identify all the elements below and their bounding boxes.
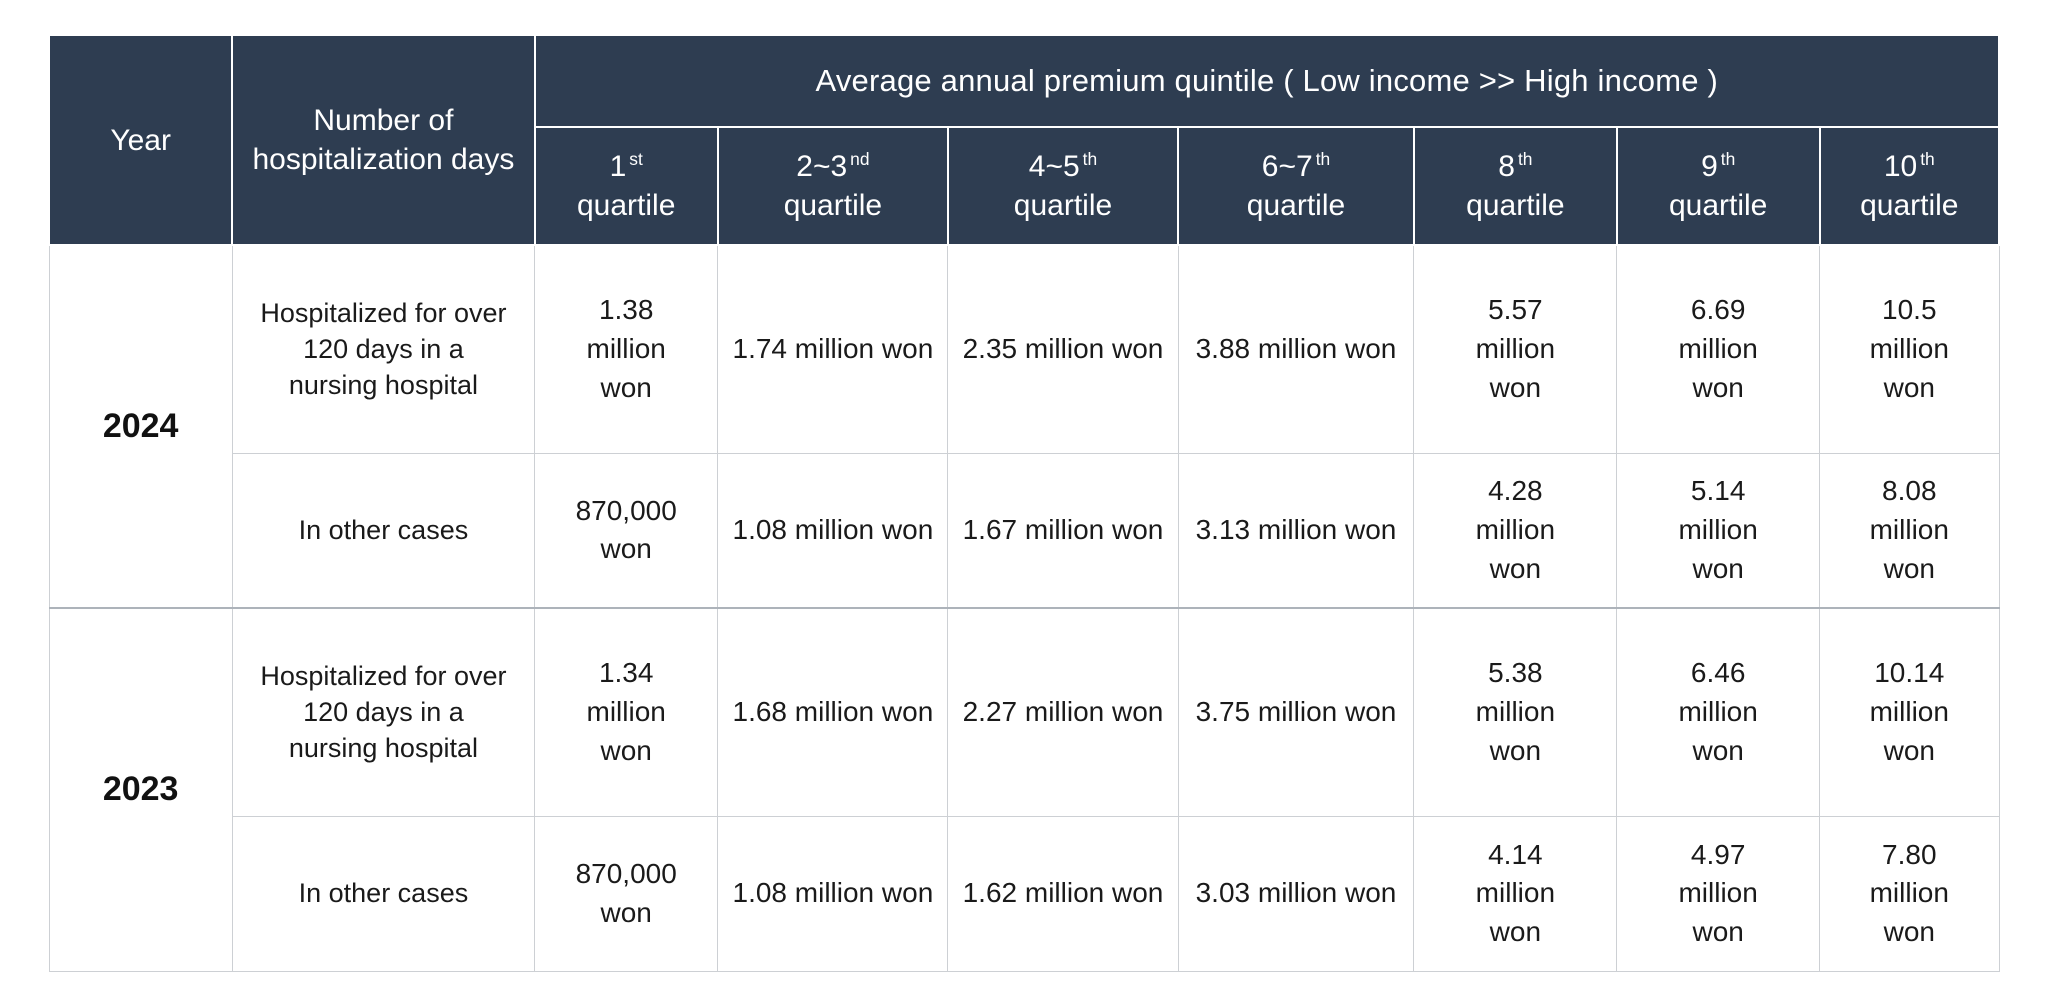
quartile-number: 6~7 th <box>1261 149 1331 183</box>
premium-cell: 1.62 million won <box>947 815 1179 972</box>
year-column-header: Year <box>47 34 234 246</box>
year-cell-2024: 2024 <box>48 244 233 609</box>
quintile-title: Average annual premium quintile ( Low in… <box>533 34 2001 128</box>
table-row: 2024 Hospitalized for over 120 days in a… <box>48 244 2000 609</box>
premium-cell: 4.28 million won <box>1413 452 1618 609</box>
table-header: Year Number of hospitalization days Aver… <box>47 34 2001 246</box>
premium-cell: 3.88 million won <box>1177 244 1415 454</box>
row-label: In other cases <box>231 452 536 609</box>
premium-cell: 10.5 million won <box>1819 244 2000 454</box>
quartile-word: quartile <box>1860 189 1959 222</box>
premium-cell: 4.97 million won <box>1616 815 1821 972</box>
premium-cell: 1.34 million won <box>534 607 719 817</box>
premium-cell: 1.08 million won <box>717 815 949 972</box>
premium-table: Year Number of hospitalization days Aver… <box>47 34 2001 972</box>
row-label: Hospitalized for over 120 days in a nurs… <box>231 244 536 454</box>
premium-cell: 3.03 million won <box>1177 815 1415 972</box>
table-row: In other cases 870,000 won 1.08 million … <box>49 815 2000 972</box>
premium-cell: 1.68 million won <box>717 607 949 817</box>
premium-cell: 5.38 million won <box>1413 607 1618 817</box>
premium-cell: 2.35 million won <box>947 244 1179 454</box>
quartile-word: quartile <box>1246 189 1346 222</box>
quartile-word: quartile <box>1668 189 1768 222</box>
premium-cell: 870,000 won <box>534 815 719 972</box>
premium-cell: 1.67 million won <box>947 452 1179 609</box>
quartile-word: quartile <box>1466 189 1565 222</box>
row-label: In other cases <box>231 815 536 972</box>
quartile-header-6-7: 6~7 th quartile <box>1177 126 1415 246</box>
table-row: 2023 Hospitalized for over 120 days in a… <box>48 607 2000 972</box>
premium-cell: 870,000 won <box>534 452 719 609</box>
year-cell-2023: 2023 <box>48 607 233 972</box>
premium-cell: 5.57 million won <box>1413 244 1618 454</box>
quartile-number: 2~3 nd <box>796 149 870 183</box>
quartile-header-2-3: 2~3 nd quartile <box>716 126 949 246</box>
premium-cell: 3.13 million won <box>1177 452 1415 609</box>
premium-cell: 1.74 million won <box>717 244 949 454</box>
quartile-header-4-5: 4~5 th quartile <box>946 126 1180 246</box>
premium-cell: 7.80 million won <box>1819 815 2000 972</box>
premium-cell: 2.27 million won <box>947 607 1179 817</box>
premium-cell: 10.14 million won <box>1819 607 2000 817</box>
premium-cell: 3.75 million won <box>1177 607 1415 817</box>
table-body: 2024 Hospitalized for over 120 days in a… <box>48 244 2000 972</box>
quartile-word: quartile <box>576 189 676 222</box>
premium-cell: 6.46 million won <box>1616 607 1821 817</box>
premium-cell: 6.69 million won <box>1616 244 1821 454</box>
quartile-word: quartile <box>783 189 883 222</box>
table-row: In other cases 870,000 won 1.08 million … <box>49 452 2000 609</box>
premium-cell: 1.08 million won <box>717 452 949 609</box>
premium-cell: 1.38 million won <box>534 244 719 454</box>
premium-cell: 8.08 million won <box>1819 452 2000 609</box>
quartile-number: 4~5 th <box>1028 149 1098 183</box>
row-label: Hospitalized for over 120 days in a nurs… <box>231 607 536 817</box>
premium-cell: 5.14 million won <box>1616 452 1821 609</box>
days-column-header: Number of hospitalization days <box>231 34 536 246</box>
premium-cell: 4.14 million won <box>1413 815 1618 972</box>
quartile-word: quartile <box>1013 189 1113 222</box>
